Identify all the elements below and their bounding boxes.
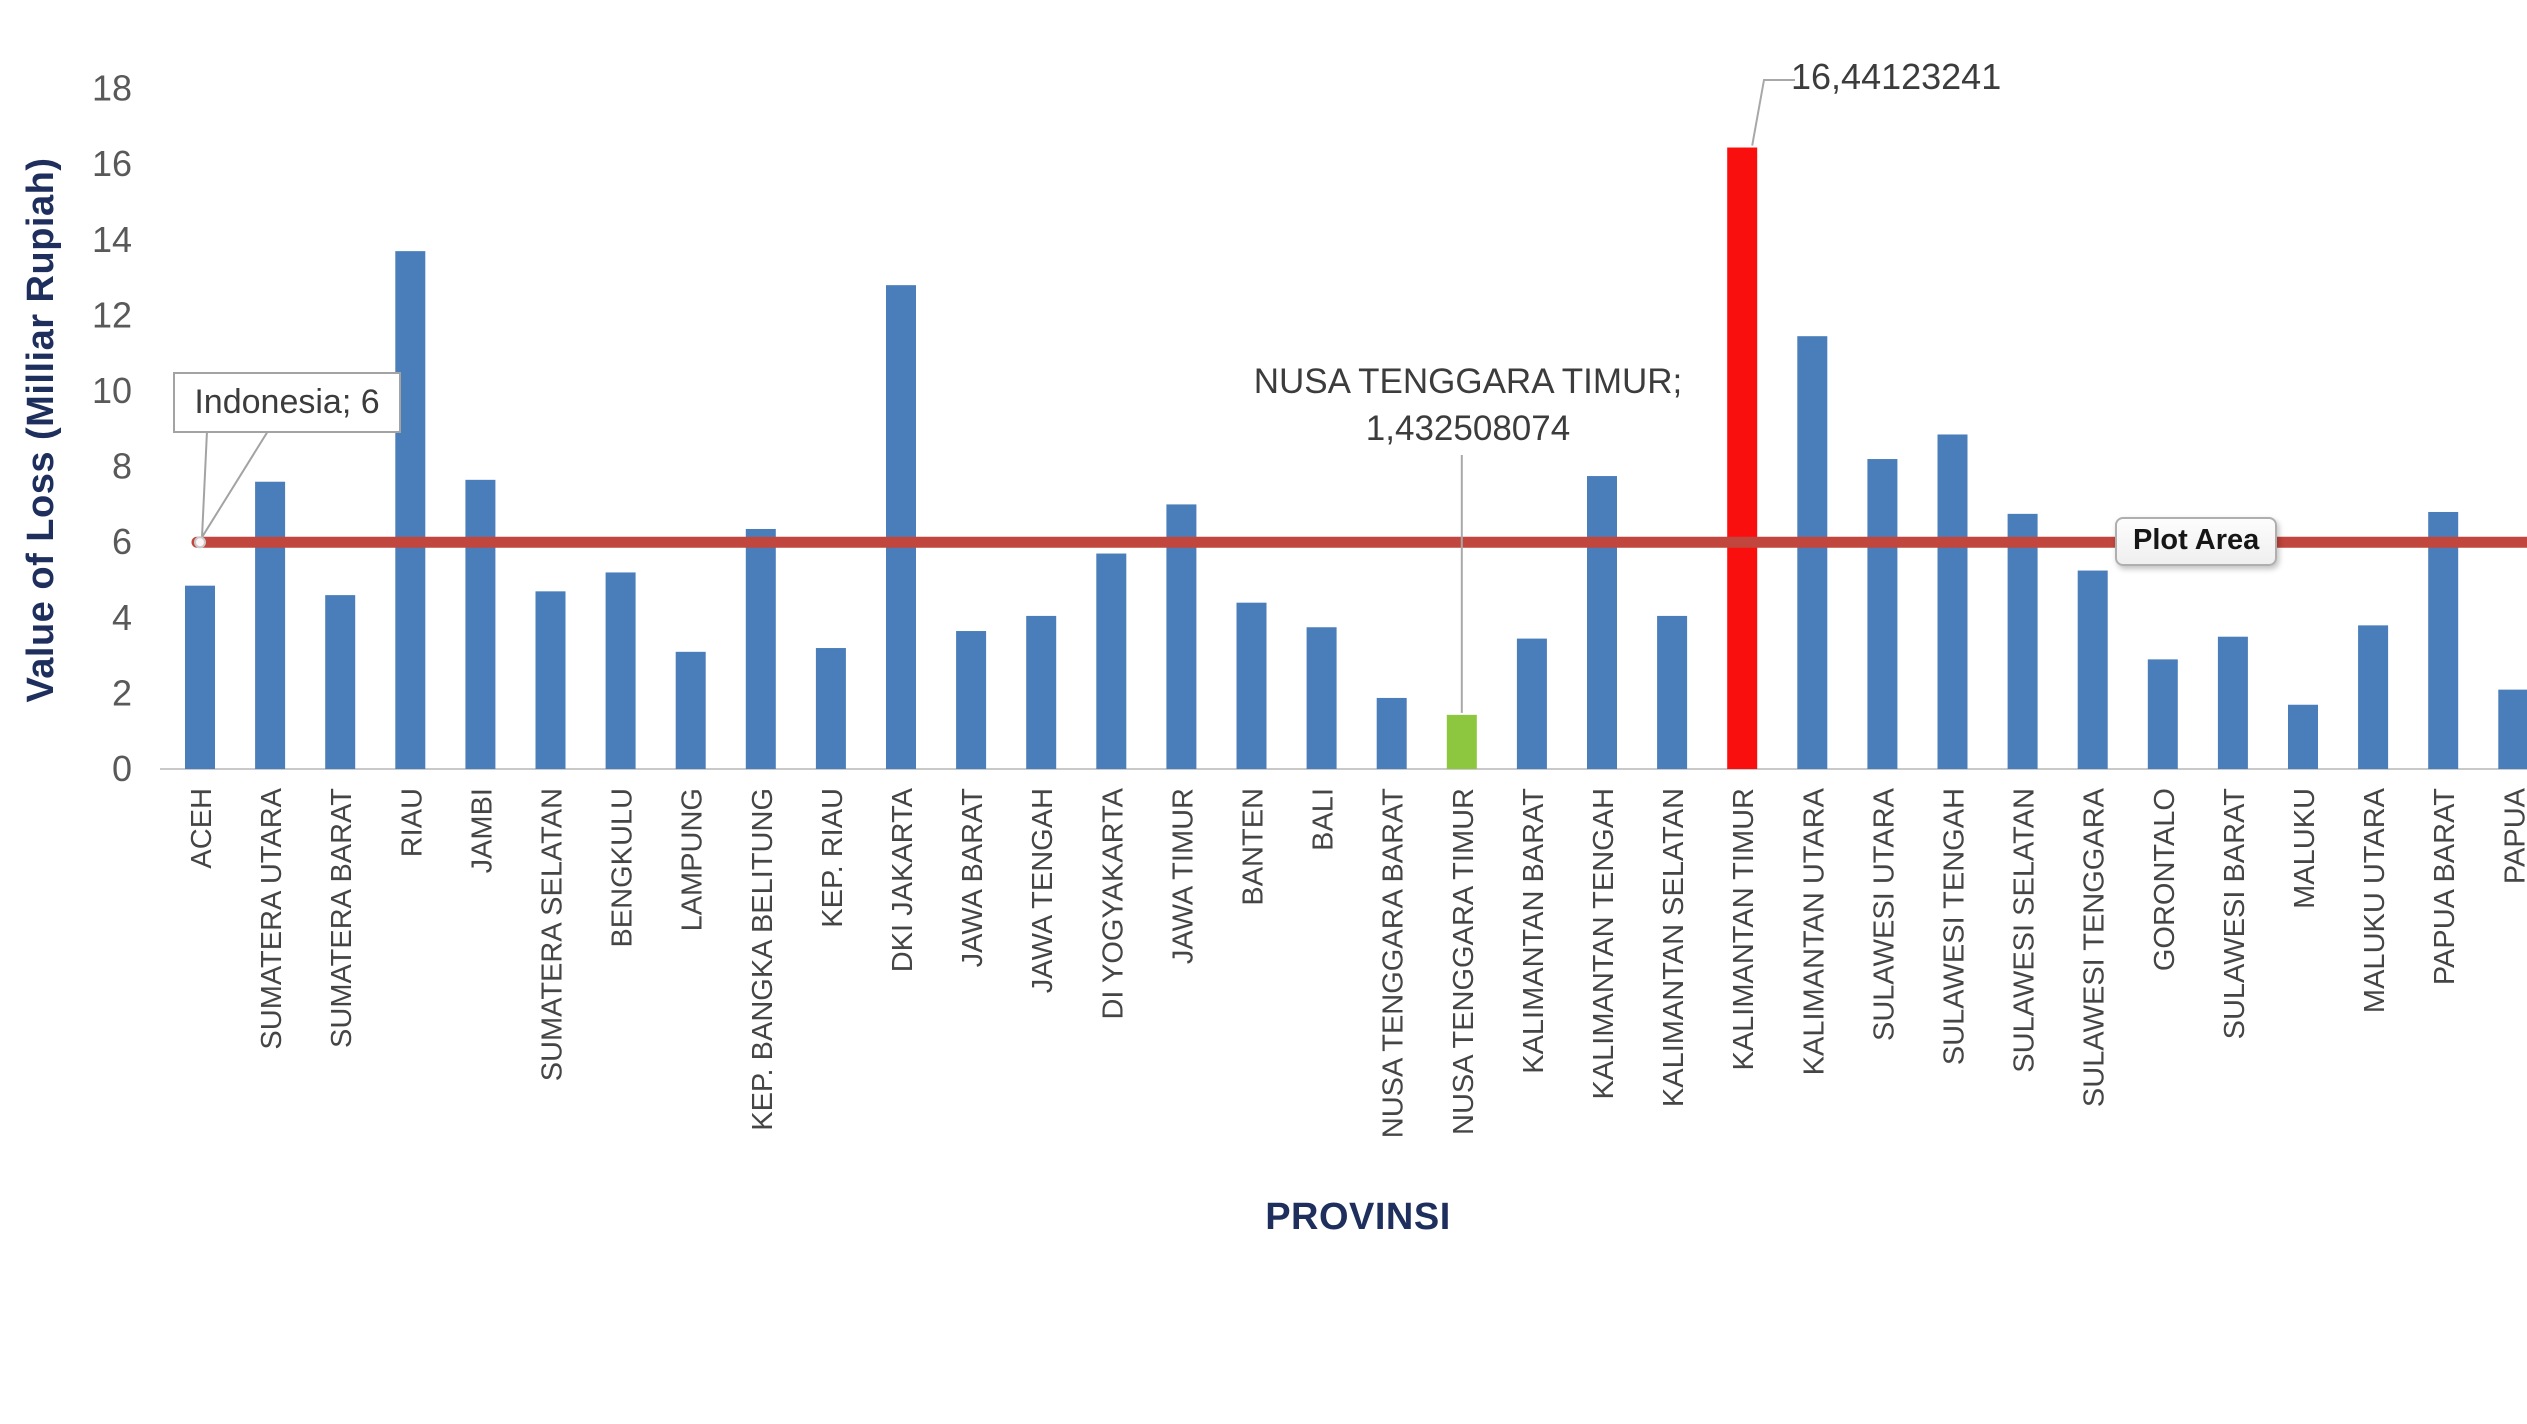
min-highlight-label-line2: 1,432508074 <box>1365 409 1571 448</box>
x-category-label: NUSA TENGGARA BARAT <box>1378 788 1410 1139</box>
bar-banten[interactable] <box>1236 602 1267 769</box>
bar-di-yogyakarta[interactable] <box>1096 553 1127 769</box>
bar-sulawesi-tenggara[interactable] <box>2077 570 2108 769</box>
x-category-label: KALIMANTAN TIMUR <box>1728 788 1760 1071</box>
bar-bali[interactable] <box>1306 627 1337 769</box>
x-category-label: JAWA TENGAH <box>1027 788 1059 993</box>
reference-line-callout[interactable]: Indonesia; 6 <box>173 372 401 433</box>
y-tick-label: 6 <box>112 521 132 562</box>
x-category-label: SULAWESI TENGAH <box>1939 788 1971 1065</box>
bar-papua[interactable] <box>2498 689 2527 769</box>
bar-sumatera-selatan[interactable] <box>535 591 566 769</box>
x-category-label: BALI <box>1308 788 1340 851</box>
bar-riau[interactable] <box>395 251 426 769</box>
bar-kep-riau[interactable] <box>815 648 846 769</box>
bar-bengkulu[interactable] <box>605 572 636 769</box>
x-category-label: SUMATERA BARAT <box>326 788 358 1048</box>
bar-kalimantan-selatan[interactable] <box>1657 615 1688 769</box>
bar-maluku-utara[interactable] <box>2358 625 2389 769</box>
max-bar-leader-line <box>1751 79 1795 146</box>
x-category-label: DI YOGYAKARTA <box>1097 787 1129 1019</box>
x-category-label: KALIMANTAN TENGAH <box>1588 788 1620 1100</box>
bar-gorontalo[interactable] <box>2147 659 2178 769</box>
x-category-label: PAPUA BARAT <box>2429 788 2461 985</box>
y-tick-label: 4 <box>112 597 132 638</box>
bar-jambi[interactable] <box>465 479 496 769</box>
bar-maluku[interactable] <box>2288 704 2318 769</box>
x-category-label: GORONTALO <box>2149 788 2181 971</box>
x-category-label: NUSA TENGGARA TIMUR <box>1448 788 1480 1135</box>
x-category-label: SULAWESI TENGGARA <box>2079 787 2111 1107</box>
x-category-label: SULAWESI BARAT <box>2219 788 2251 1040</box>
x-category-label: JAMBI <box>466 788 498 873</box>
bar-dki-jakarta[interactable] <box>886 285 916 769</box>
bar-kalimantan-barat[interactable] <box>1516 638 1547 769</box>
bar-nusa-tenggara-barat[interactable] <box>1376 697 1407 769</box>
y-tick-label: 2 <box>112 672 132 713</box>
x-category-label: KALIMANTAN SELATAN <box>1658 788 1690 1107</box>
x-category-label: SULAWESI SELATAN <box>2009 788 2041 1073</box>
x-category-label: PAPUA <box>2499 787 2527 884</box>
max-bar-data-label[interactable]: 16,44123241 <box>1791 56 2002 97</box>
reference-line-anchor-dot <box>194 536 206 549</box>
x-category-label: ACEH <box>186 788 218 869</box>
x-category-label: KEP. RIAU <box>817 788 849 928</box>
min-highlight-label-line1: NUSA TENGGARA TIMUR; <box>1253 362 1683 401</box>
x-category-label: KEP. BANGKA BELITUNG <box>747 788 779 1131</box>
x-category-label: LAMPUNG <box>677 788 709 931</box>
bar-kalimantan-tengah[interactable] <box>1587 476 1617 769</box>
x-category-label: BENGKULU <box>607 788 639 948</box>
bar-kep-bangka-belitung[interactable] <box>745 528 776 769</box>
bar-papua-barat[interactable] <box>2428 511 2459 769</box>
min-highlight-data-label[interactable]: NUSA TENGGARA TIMUR; 1,432508074 <box>1166 358 1770 452</box>
bar-aceh[interactable] <box>185 585 215 769</box>
y-tick-label: 18 <box>92 68 132 109</box>
bar-sulawesi-barat[interactable] <box>2217 636 2248 769</box>
x-category-label: SULAWESI UTARA <box>1868 787 1900 1041</box>
x-category-label: JAWA TIMUR <box>1167 788 1199 964</box>
bar-kalimantan-timur[interactable] <box>1727 147 1758 769</box>
x-category-label: BANTEN <box>1238 788 1270 906</box>
x-category-label: RIAU <box>396 788 428 857</box>
y-tick-label: 12 <box>92 294 132 335</box>
x-axis-title: PROVINSI <box>1265 1196 1451 1238</box>
bar-sulawesi-utara[interactable] <box>1867 459 1898 769</box>
x-category-label: KALIMANTAN UTARA <box>1798 787 1830 1075</box>
x-category-label: DKI JAKARTA <box>887 787 919 972</box>
y-tick-label: 0 <box>112 748 132 789</box>
y-tick-label: 16 <box>92 143 132 184</box>
y-tick-label: 10 <box>92 370 132 411</box>
x-category-label: JAWA BARAT <box>957 788 989 968</box>
y-tick-label: 14 <box>92 219 132 260</box>
bar-jawa-barat[interactable] <box>956 631 987 769</box>
plot-area-tooltip: Plot Area <box>2115 517 2278 566</box>
x-category-label: MALUKU UTARA <box>2359 787 2391 1013</box>
bar-kalimantan-utara[interactable] <box>1797 336 1828 769</box>
bar-sumatera-utara[interactable] <box>255 481 286 769</box>
bar-jawa-timur[interactable] <box>1166 504 1197 769</box>
bar-nusa-tenggara-timur[interactable] <box>1446 714 1477 769</box>
bar-jawa-tengah[interactable] <box>1026 615 1057 769</box>
y-tick-label: 8 <box>112 446 132 487</box>
bar-sulawesi-selatan[interactable] <box>2007 513 2038 769</box>
bar-sumatera-barat[interactable] <box>325 595 356 769</box>
y-axis-title: Value of Loss (Milliar Rupiah) <box>20 157 62 703</box>
x-category-label: MALUKU <box>2289 788 2321 909</box>
bar-sulawesi-tengah[interactable] <box>1937 434 1968 769</box>
bar-lampung[interactable] <box>675 651 706 769</box>
x-category-label: KALIMANTAN BARAT <box>1518 788 1550 1074</box>
x-category-label: SUMATERA UTARA <box>256 787 288 1049</box>
x-category-label: SUMATERA SELATAN <box>537 788 569 1081</box>
